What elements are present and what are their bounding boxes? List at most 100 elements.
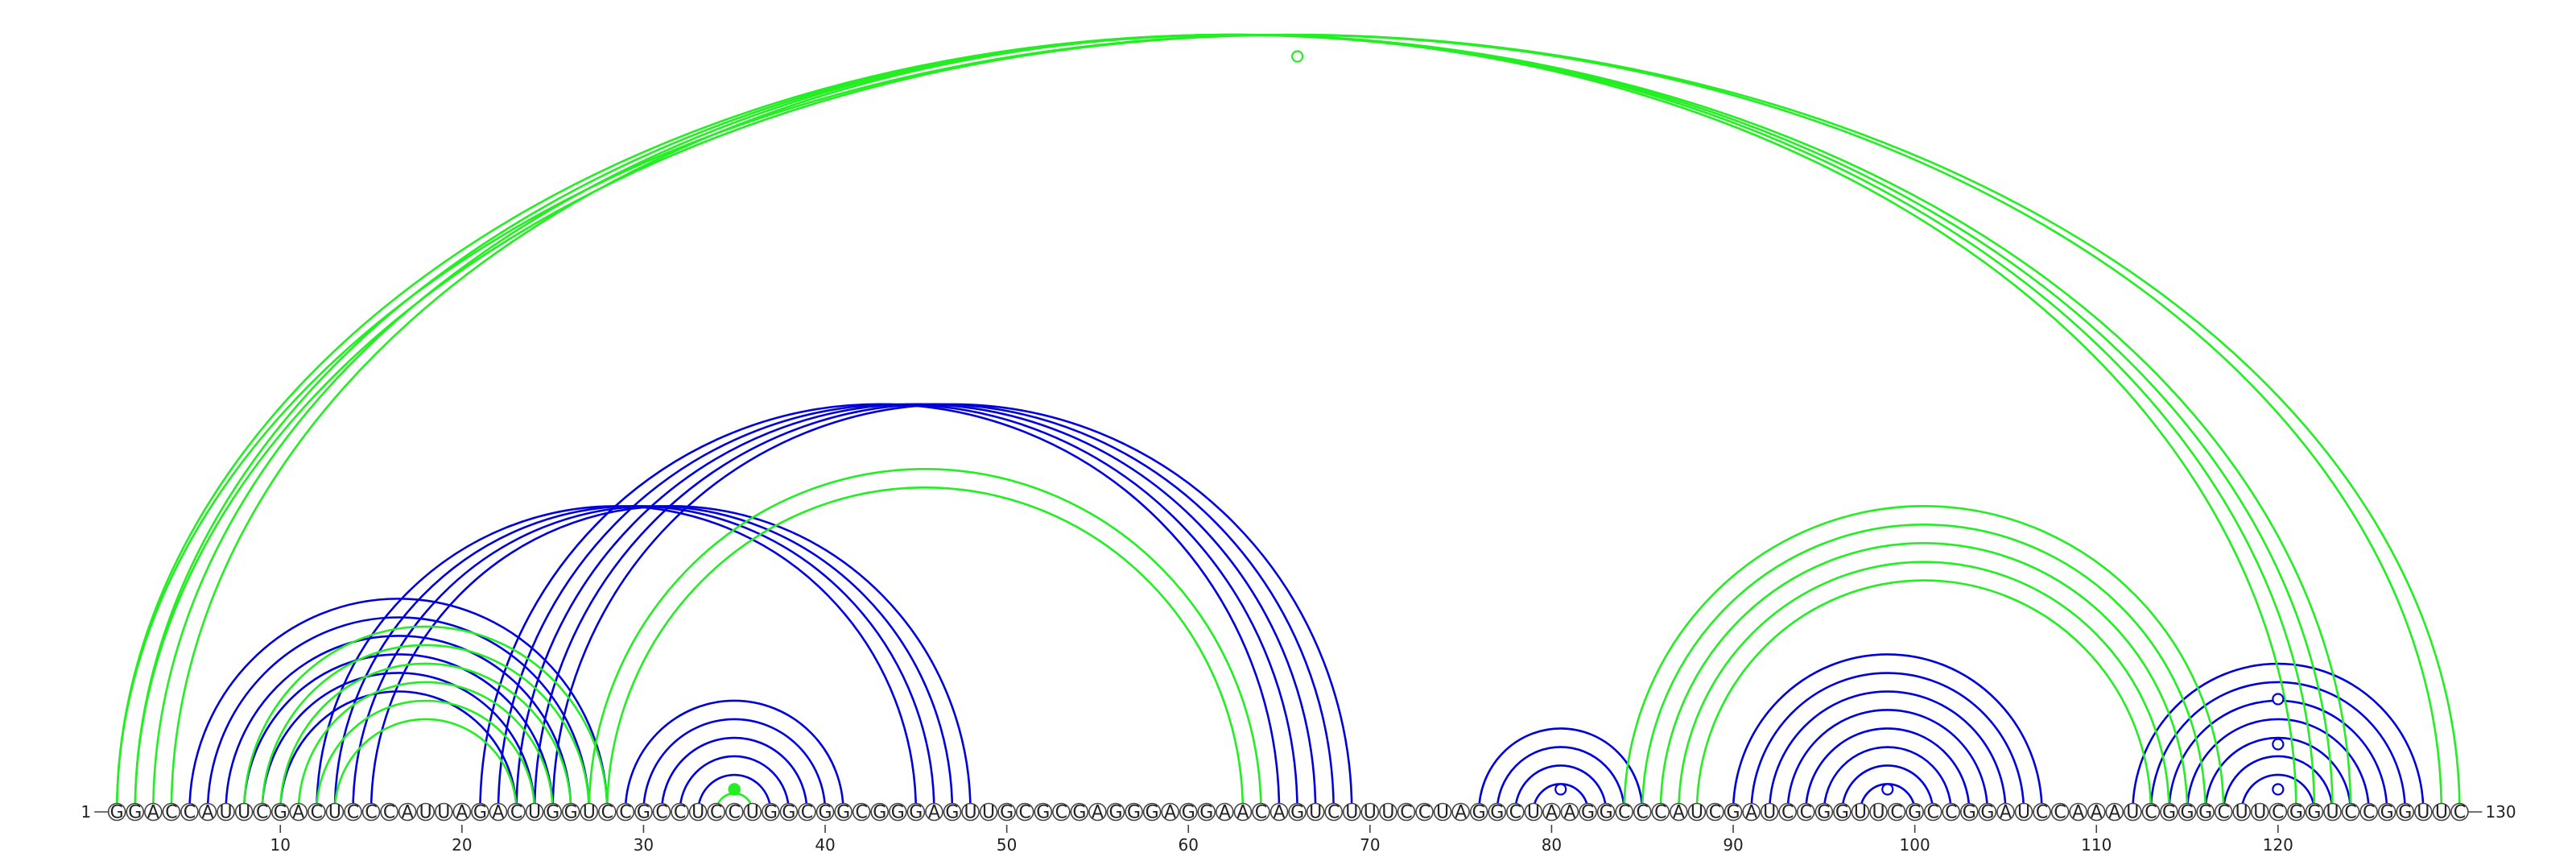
nucleotide: G bbox=[1960, 803, 1979, 823]
reference-pair-arc bbox=[188, 598, 609, 813]
nucleotide-letter: G bbox=[836, 803, 850, 823]
open-circle-marker bbox=[2272, 738, 2285, 751]
nucleotide-letter: G bbox=[1472, 803, 1486, 823]
nucleotide: U bbox=[688, 803, 708, 823]
nucleotide-letter: A bbox=[1219, 803, 1231, 823]
nucleotide: C bbox=[2141, 803, 2161, 823]
nucleotide-letter: U bbox=[528, 803, 541, 823]
nucleotide-letter: C bbox=[619, 803, 631, 823]
nucleotide: C bbox=[1015, 803, 1034, 823]
nucleotide: A bbox=[198, 803, 217, 823]
nucleotide: G bbox=[543, 803, 562, 823]
nucleotide-letter: G bbox=[1146, 803, 1159, 823]
predicted-pair-arc bbox=[1659, 542, 2189, 813]
nucleotide: G bbox=[270, 803, 290, 823]
nucleotide: G bbox=[870, 803, 890, 823]
nucleotide-letter: G bbox=[546, 803, 559, 823]
nucleotide: G bbox=[1179, 803, 1198, 823]
nucleotide: G bbox=[1596, 803, 1616, 823]
nucleotide: G bbox=[2305, 803, 2324, 823]
nucleotide: U bbox=[1433, 803, 1452, 823]
nucleotide-letter: U bbox=[1763, 803, 1776, 823]
nucleotide: C bbox=[507, 803, 526, 823]
reference-pair-arc bbox=[1768, 690, 2007, 813]
nucleotide: C bbox=[707, 803, 725, 823]
nucleotide-letter: C bbox=[1400, 803, 1412, 823]
nucleotide-letter: A bbox=[1455, 803, 1467, 823]
nucleotide-letter: A bbox=[1274, 803, 1286, 823]
nucleotide: C bbox=[2450, 803, 2469, 823]
nucleotide-letter: C bbox=[1618, 803, 1630, 823]
nucleotide-letter: C bbox=[256, 803, 268, 823]
open-circle-marker bbox=[2272, 693, 2285, 706]
tick-label: 40 bbox=[815, 835, 835, 855]
nucleotide: C bbox=[1923, 803, 1942, 823]
nucleotide-letter: G bbox=[2307, 803, 2321, 823]
nucleotide: G bbox=[107, 803, 126, 823]
nucleotide-letter: U bbox=[1872, 803, 1885, 823]
nucleotide-letter: A bbox=[492, 803, 504, 823]
nucleotide-letter: G bbox=[2181, 803, 2194, 823]
nucleotide-letter: G bbox=[1980, 803, 1994, 823]
tick-label: 50 bbox=[997, 835, 1017, 855]
nucleotide: G bbox=[1469, 803, 1488, 823]
nucleotide: A bbox=[1670, 803, 1688, 823]
nucleotide-letter: C bbox=[1890, 803, 1902, 823]
nucleotide: G bbox=[2377, 803, 2396, 823]
nucleotide: A bbox=[1233, 803, 1253, 823]
nucleotide-letter: C bbox=[311, 803, 323, 823]
nucleotide: U bbox=[2232, 803, 2252, 823]
nucleotide: C bbox=[1706, 803, 1724, 823]
nucleotide: C bbox=[1615, 803, 1633, 823]
nucleotide: G bbox=[1905, 803, 1924, 823]
reference-pair-arc bbox=[2186, 718, 2370, 813]
nucleotide: C bbox=[1651, 803, 1670, 823]
predicted-pair-arc bbox=[1623, 505, 2225, 813]
nucleotide-letter: G bbox=[2380, 803, 2394, 823]
nucleotide: U bbox=[525, 803, 544, 823]
nucleotide: A bbox=[1088, 803, 1107, 823]
nucleotide-letter: U bbox=[419, 803, 432, 823]
predicted-pair-arc bbox=[279, 662, 572, 813]
reference-pair-arc bbox=[206, 616, 591, 813]
nucleotide-letter: U bbox=[1854, 803, 1867, 823]
nucleotide-letter: A bbox=[201, 803, 213, 823]
nucleotide: C bbox=[852, 803, 871, 823]
nucleotide-letter: G bbox=[873, 803, 886, 823]
nucleotide-letter: G bbox=[2289, 803, 2303, 823]
nucleotide-letter: G bbox=[1490, 803, 1504, 823]
reference-pair-arc bbox=[225, 635, 572, 813]
nucleotide: C bbox=[1796, 803, 1815, 823]
tick-label: 60 bbox=[1179, 835, 1199, 855]
nucleotide-letter: C bbox=[1800, 803, 1812, 823]
reference-pair-arc bbox=[1732, 653, 2043, 813]
nucleotide: C bbox=[2341, 803, 2360, 823]
nucleotide: U bbox=[2414, 803, 2433, 823]
nucleotide: G bbox=[1579, 803, 1597, 823]
nucleotide: C bbox=[1633, 803, 1652, 823]
nucleotide-letter: A bbox=[2000, 803, 2012, 823]
nucleotide-letter: U bbox=[437, 803, 450, 823]
nucleotide-letter: C bbox=[674, 803, 686, 823]
nucleotide: C bbox=[1324, 803, 1344, 823]
nucleotide-letter: A bbox=[2108, 803, 2120, 823]
nucleotide-letter: C bbox=[601, 803, 613, 823]
open-circle-marker bbox=[1554, 783, 1567, 796]
nucleotide: U bbox=[2124, 803, 2142, 823]
nucleotide: C bbox=[1397, 803, 1416, 823]
tick-label: 120 bbox=[2263, 835, 2293, 855]
nucleotide-letter: U bbox=[964, 803, 976, 823]
tick-label: 80 bbox=[1542, 835, 1562, 855]
nucleotide: C bbox=[616, 803, 635, 823]
nucleotide: A bbox=[452, 803, 472, 823]
nucleotide-letter: C bbox=[1509, 803, 1521, 823]
nucleotide: G bbox=[762, 803, 780, 823]
nucleotide-letter: G bbox=[1835, 803, 1849, 823]
nucleotide-letter: G bbox=[1199, 803, 1213, 823]
nucleotide: G bbox=[2287, 803, 2306, 823]
nucleotide-letter: U bbox=[2253, 803, 2266, 823]
nucleotide-letter: G bbox=[909, 803, 923, 823]
reference-pair-arc bbox=[1750, 672, 2025, 813]
nucleotide: U bbox=[434, 803, 453, 823]
nucleotide: U bbox=[1379, 803, 1397, 823]
